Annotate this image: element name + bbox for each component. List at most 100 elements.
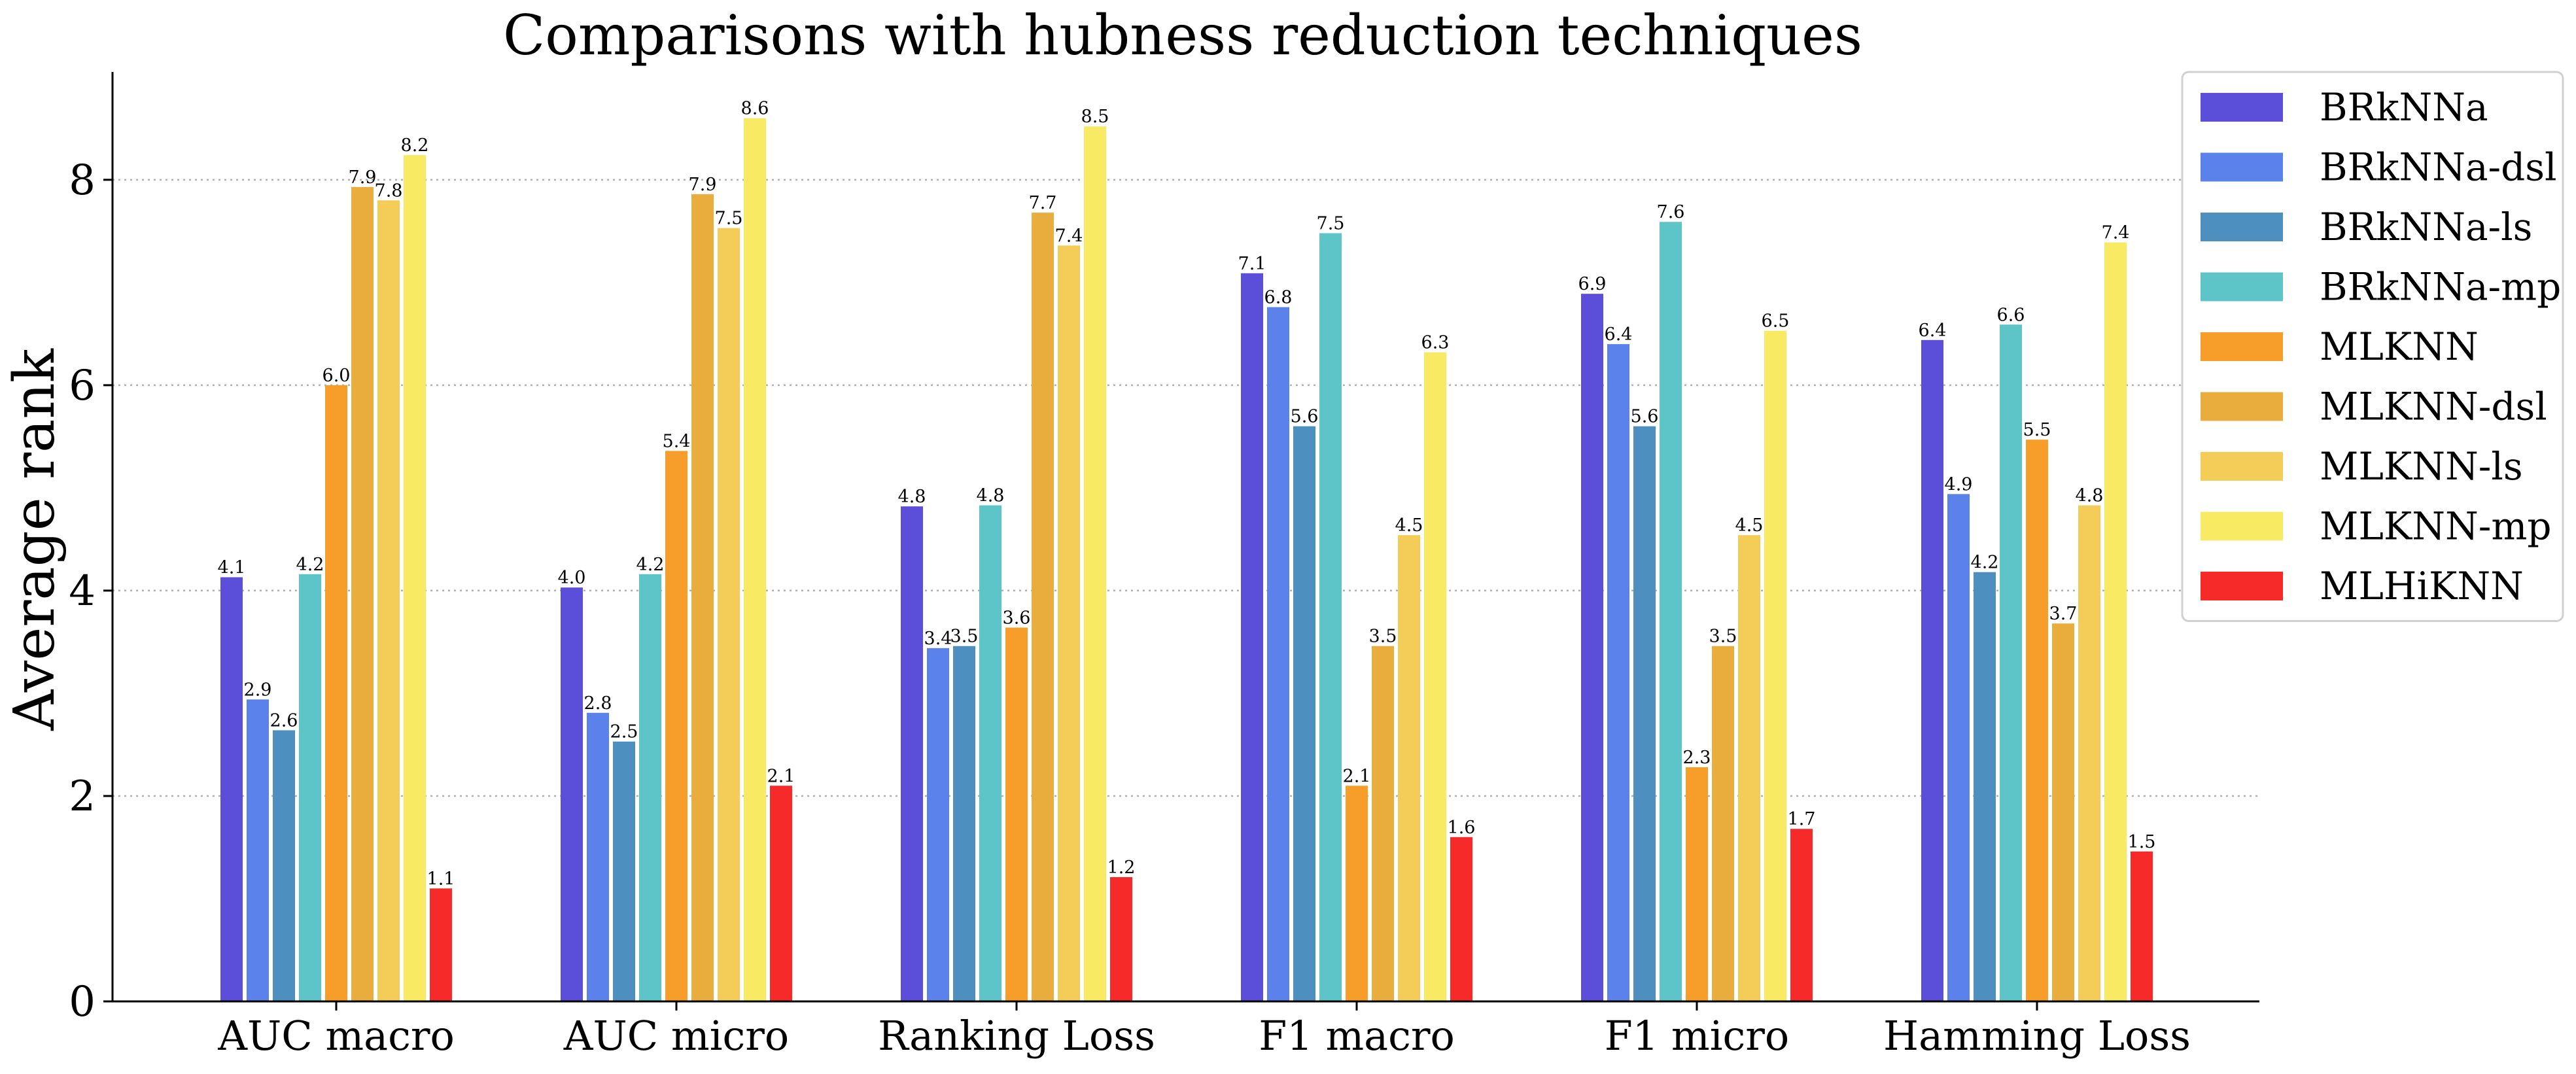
chart-title: Comparisons with hubness reduction techn… [503, 3, 1862, 67]
bar-brknna-mp-hamming-loss [2000, 324, 2022, 1002]
bar-mlknn-ls-auc-macro [377, 200, 400, 1001]
bar-mlhiknn-f1-macro [1450, 837, 1472, 1001]
data-label-brknna-ls-f1-micro: 5.6 [1631, 407, 1659, 427]
y-tick-label-4: 4 [69, 567, 96, 615]
x-tick-label-auc-micro: AUC micro [563, 1012, 789, 1060]
bar-mlknn-ls-ranking-loss [1058, 245, 1080, 1001]
bar-brknna-ls-auc-micro [613, 741, 635, 1001]
bar-mlhiknn-auc-macro [430, 888, 452, 1001]
data-label-mlknn-mp-auc-micro: 8.6 [741, 99, 769, 119]
legend-swatch-brknna [2201, 93, 2283, 122]
bar-brknna-mp-f1-micro [1660, 222, 1682, 1002]
legend-label-mlknn-ls: MLKNN-ls [2320, 444, 2523, 489]
data-label-brknna-dsl-f1-macro: 6.8 [1264, 288, 1293, 308]
legend-label-brknna-dsl: BRkNNa-dsl [2320, 145, 2557, 190]
data-label-mlhiknn-ranking-loss: 1.2 [1107, 857, 1136, 878]
data-label-mlknn-ls-f1-micro: 4.5 [1735, 515, 1764, 536]
y-tick-label-2: 2 [69, 772, 96, 821]
data-label-brknna-mp-hamming-loss: 6.6 [1997, 305, 2025, 325]
bar-mlknn-dsl-f1-micro [1712, 646, 1734, 1001]
data-label-mlknn-f1-macro: 2.1 [1343, 766, 1371, 786]
data-label-mlknn-ls-auc-micro: 7.5 [715, 209, 743, 229]
legend-swatch-mlknn-ls [2201, 452, 2283, 481]
data-label-mlhiknn-f1-macro: 1.6 [1448, 818, 1476, 838]
data-label-mlknn-ls-ranking-loss: 7.4 [1055, 226, 1083, 246]
bar-brknna-f1-macro [1241, 273, 1263, 1002]
legend-label-mlknn-dsl: MLKNN-dsl [2320, 385, 2547, 429]
data-label-mlknn-mp-ranking-loss: 8.5 [1081, 107, 1109, 127]
data-label-brknna-auc-macro: 4.1 [218, 558, 246, 578]
bar-mlknn-dsl-hamming-loss [2052, 623, 2074, 1001]
bar-brknna-dsl-auc-macro [247, 699, 269, 1001]
bar-mlknn-mp-hamming-loss [2104, 242, 2127, 1002]
y-tick-label-0: 0 [69, 978, 96, 1026]
bar-brknna-ls-hamming-loss [1974, 572, 1996, 1001]
data-label-brknna-dsl-auc-macro: 2.9 [244, 680, 272, 700]
bar-mlknn-dsl-auc-micro [691, 194, 714, 1001]
data-label-brknna-ls-auc-macro: 2.6 [270, 710, 298, 731]
data-label-mlknn-f1-micro: 2.3 [1683, 748, 1711, 768]
bar-brknna-dsl-f1-macro [1267, 307, 1289, 1001]
data-label-brknna-dsl-ranking-loss: 3.4 [924, 629, 952, 649]
bar-brknna-mp-auc-macro [299, 574, 321, 1001]
bar-mlknn-mp-auc-micro [744, 118, 766, 1001]
data-label-mlknn-ranking-loss: 3.6 [1003, 608, 1031, 628]
data-label-brknna-auc-micro: 4.0 [558, 568, 586, 588]
legend-label-brknna-ls: BRkNNa-ls [2320, 205, 2532, 249]
data-label-brknna-f1-micro: 6.9 [1578, 274, 1607, 294]
data-label-mlknn-auc-micro: 5.4 [663, 431, 691, 451]
data-label-mlknn-dsl-f1-micro: 3.5 [1709, 627, 1737, 647]
bar-brknna-f1-micro [1581, 294, 1603, 1002]
data-label-brknna-mp-auc-micro: 4.2 [636, 555, 665, 575]
bar-mlknn-dsl-ranking-loss [1032, 213, 1054, 1002]
bar-brknna-mp-f1-macro [1319, 233, 1342, 1002]
bars [220, 118, 2153, 1002]
data-label-mlknn-mp-f1-macro: 6.3 [1421, 333, 1450, 353]
bar-brknna-ranking-loss [901, 506, 923, 1001]
bar-mlknn-ls-auc-micro [718, 228, 740, 1002]
legend: BRkNNa BRkNNa-dsl BRkNNa-ls BRkNNa-mp MLKNN M… [2181, 71, 2564, 622]
data-label-mlknn-dsl-ranking-loss: 7.7 [1029, 193, 1057, 213]
legend-label-mlhiknn: MLHiKNN [2320, 564, 2524, 608]
legend-label-brknna: BRkNNa [2320, 85, 2488, 130]
bar-brknna-ls-ranking-loss [953, 646, 975, 1001]
bar-brknna-auc-micro [561, 587, 583, 1001]
data-label-mlknn-mp-hamming-loss: 7.4 [2102, 223, 2130, 243]
data-label-brknna-ls-f1-macro: 5.6 [1291, 407, 1319, 427]
data-label-mlknn-ls-auc-macro: 7.8 [375, 181, 403, 201]
bar-brknna-hamming-loss [1921, 339, 1943, 1001]
bar-brknna-dsl-hamming-loss [1947, 494, 1970, 1001]
axes: AUC macro AUC micro Ranking Loss F1 macro F1… [69, 72, 2259, 1060]
data-label-brknna-mp-auc-macro: 4.2 [296, 555, 324, 575]
legend-label-mlknn: MLKNN [2320, 324, 2479, 369]
data-label-brknna-dsl-hamming-loss: 4.9 [1945, 474, 1973, 494]
data-label-brknna-f1-macro: 7.1 [1238, 254, 1266, 274]
bar-brknna-ls-auc-macro [273, 730, 295, 1001]
legend-swatch-mlknn-mp [2201, 511, 2283, 541]
data-label-brknna-hamming-loss: 6.4 [1919, 320, 1947, 341]
data-label-mlknn-hamming-loss: 5.5 [2023, 420, 2051, 440]
bar-mlknn-auc-macro [325, 385, 347, 1001]
legend-box [2181, 71, 2564, 622]
x-tick-label-ranking-loss: Ranking Loss [878, 1012, 1155, 1060]
bar-brknna-ls-f1-micro [1633, 426, 1656, 1001]
bar-brknna-dsl-auc-micro [587, 712, 609, 1001]
x-tick-label-hamming-loss: Hamming Loss [1883, 1012, 2191, 1060]
bar-mlhiknn-ranking-loss [1110, 877, 1132, 1001]
data-label-brknna-mp-ranking-loss: 4.8 [977, 486, 1005, 506]
legend-swatch-mlhiknn [2201, 572, 2283, 600]
legend-swatch-mlknn [2201, 332, 2283, 361]
data-label-mlhiknn-auc-macro: 1.1 [427, 869, 455, 889]
bar-mlknn-mp-f1-micro [1764, 330, 1786, 1001]
data-label-brknna-dsl-f1-micro: 6.4 [1605, 324, 1633, 345]
data-label-mlhiknn-f1-micro: 1.7 [1788, 809, 1816, 829]
x-tick-label-f1-micro: F1 micro [1605, 1012, 1789, 1060]
legend-label-brknna-mp: BRkNNa-mp [2320, 265, 2561, 309]
data-label-brknna-ls-hamming-loss: 4.2 [1971, 553, 1999, 573]
data-label-mlknn-mp-f1-micro: 6.5 [1762, 311, 1790, 332]
bar-brknna-ls-f1-macro [1293, 426, 1315, 1001]
data-label-mlknn-dsl-auc-micro: 7.9 [689, 175, 717, 195]
data-label-brknna-mp-f1-macro: 7.5 [1317, 214, 1345, 234]
